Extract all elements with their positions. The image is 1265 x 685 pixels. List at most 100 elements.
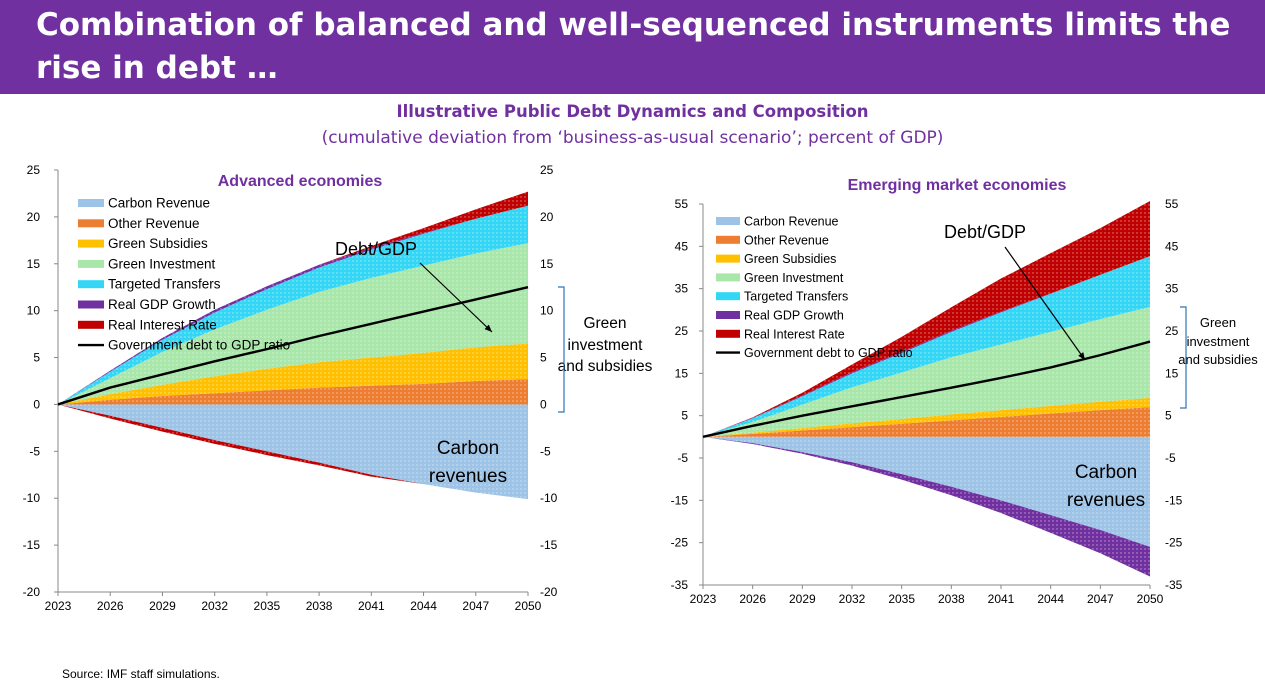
legend-label-carbon-revenue: Carbon Revenue (108, 196, 210, 211)
area-texture-green-subsidies (703, 397, 1150, 437)
legend-label-real-gdp-growth: Real GDP Growth (108, 297, 216, 312)
legend-swatch-carbon-revenue (716, 217, 740, 225)
line-debt-to-gdp (702, 340, 1151, 439)
y-tick-label-right: 25 (540, 163, 554, 177)
y-tick-label-left: 10 (27, 304, 41, 318)
title-bar: Combination of balanced and well-sequenc… (0, 0, 1265, 94)
y-tick-label-right: -5 (1165, 451, 1176, 465)
y-tick-label-left: -5 (677, 451, 688, 465)
y-tick-label-left: 35 (675, 282, 689, 296)
area-texture-other-revenue (58, 379, 528, 405)
y-tick-label-left: 5 (33, 351, 40, 365)
legend-label-government-debt-to-gdp-ratio: Government debt to GDP ratio (744, 346, 913, 360)
legend-label-green-subsidies: Green Subsidies (108, 236, 208, 251)
chart-title: Illustrative Public Debt Dynamics and Co… (396, 102, 869, 121)
chart-subtitle: (cumulative deviation from ‘business-as-… (321, 128, 944, 148)
y-tick-label-left: 15 (675, 366, 689, 380)
x-tick-label: 2047 (1087, 592, 1114, 606)
charts-canvas: Advanced economies -20 -20 -15 -15 -10 -10 -5 -5… (23, 163, 1259, 613)
x-tick-label: 2050 (1137, 592, 1164, 606)
y-tick-label-left: 0 (33, 397, 40, 411)
legend-swatch-real-interest-rate (716, 329, 740, 338)
y-tick-label-left: 45 (675, 239, 689, 253)
y-tick-label-right: -20 (540, 585, 558, 599)
y-tick-label-left: -5 (29, 444, 40, 458)
panel-emerging-market-economies: Emerging market economies -35 -35 -25 -25 -15… (671, 177, 1259, 606)
annotation-green-investment: investment (1187, 334, 1250, 349)
legend-label-real-interest-rate: Real Interest Rate (744, 327, 845, 341)
legend-swatch-other-revenue (716, 235, 740, 244)
legend-swatch-carbon-revenue (78, 199, 104, 207)
y-tick-label-right: 5 (1165, 409, 1172, 423)
area-texture-real-interest-rate (58, 191, 528, 405)
x-tick-label: 2032 (839, 592, 866, 606)
annotation-green-investment: Green (1200, 315, 1236, 330)
legend-swatch-other-revenue (78, 219, 104, 228)
panel-title: Emerging market economies (848, 177, 1067, 194)
y-tick-label-left: 15 (27, 257, 41, 271)
annotation-debt-gdp: Debt/GDP (944, 222, 1026, 242)
y-tick-label-left: 5 (681, 409, 688, 423)
legend-swatch-green-subsidies (716, 254, 740, 263)
area-texture-targeted-transfers (58, 205, 528, 405)
y-tick-label-left: -10 (23, 491, 41, 505)
annotation-green-investment: investment (568, 337, 644, 354)
annotation-green-investment: and subsidies (1178, 352, 1258, 367)
x-tick-label: 2023 (690, 592, 717, 606)
x-tick-label: 2029 (789, 592, 816, 606)
y-tick-label-right: -10 (540, 491, 558, 505)
area-texture-carbon-revenue (58, 404, 528, 500)
y-tick-label-right: 10 (540, 304, 554, 318)
x-tick-label: 2038 (306, 599, 333, 613)
annotation-arrow (419, 262, 493, 333)
y-tick-label-right: 15 (1165, 366, 1179, 380)
annotation-carbon-revenues: revenues (1067, 490, 1145, 511)
legend-label-green-investment: Green Investment (744, 271, 844, 285)
annotation-carbon-revenues: Carbon (437, 438, 499, 459)
y-tick-label-left: 25 (27, 163, 41, 177)
source-note: Source: IMF staff simulations. (62, 667, 220, 681)
x-tick-label: 2044 (410, 599, 437, 613)
annotation-debt-gdp: Debt/GDP (335, 239, 417, 259)
legend-swatch-real-gdp-growth (78, 300, 104, 309)
legend-label-green-investment: Green Investment (108, 256, 216, 271)
x-tick-label: 2035 (888, 592, 915, 606)
x-tick-label: 2029 (149, 599, 176, 613)
annotation-arrowhead (484, 324, 492, 332)
x-tick-label: 2044 (1037, 592, 1064, 606)
legend-label-targeted-transfers: Targeted Transfers (744, 290, 848, 304)
legend-label-carbon-revenue: Carbon Revenue (744, 215, 839, 229)
annotation-green-investment: Green (583, 315, 626, 332)
area-texture-green-subsidies (58, 343, 528, 405)
y-tick-label-right: 5 (540, 351, 547, 365)
y-tick-label-right: 0 (540, 397, 547, 411)
y-tick-label-right: -5 (540, 444, 551, 458)
y-tick-label-right: -15 (1165, 493, 1183, 507)
y-tick-label-right: 25 (1165, 324, 1179, 338)
legend-swatch-real-gdp-growth (716, 311, 740, 319)
legend-swatch-green-investment (78, 259, 104, 268)
area-texture-green-investment (58, 243, 528, 405)
annotation-arrowhead (1078, 352, 1085, 360)
annotation-green-investment: and subsidies (558, 358, 653, 375)
y-tick-label-right: 45 (1165, 239, 1179, 253)
panel-advanced-economies: Advanced economies -20 -20 -15 -15 -10 -10 -5 -5… (23, 163, 653, 613)
x-tick-label: 2041 (988, 592, 1015, 606)
y-tick-label-right: 15 (540, 257, 554, 271)
legend-swatch-targeted-transfers (716, 292, 740, 301)
y-tick-label-left: -25 (671, 536, 689, 550)
x-tick-label: 2032 (201, 599, 228, 613)
x-tick-label: 2047 (462, 599, 489, 613)
x-tick-label: 2023 (45, 599, 72, 613)
y-tick-label-right: -15 (540, 538, 558, 552)
y-tick-label-left: -15 (671, 493, 689, 507)
legend-label-real-gdp-growth: Real GDP Growth (744, 309, 844, 323)
area-texture-targeted-transfers (703, 256, 1150, 437)
x-tick-label: 2050 (515, 599, 542, 613)
slide-title: Combination of balanced and well-sequenc… (36, 7, 1231, 86)
annotation-arrow (1004, 246, 1086, 361)
y-tick-label-right: -25 (1165, 536, 1183, 550)
legend-label-real-interest-rate: Real Interest Rate (108, 317, 217, 332)
legend-label-green-subsidies: Green Subsidies (744, 252, 836, 266)
y-tick-label-left: -15 (23, 538, 41, 552)
